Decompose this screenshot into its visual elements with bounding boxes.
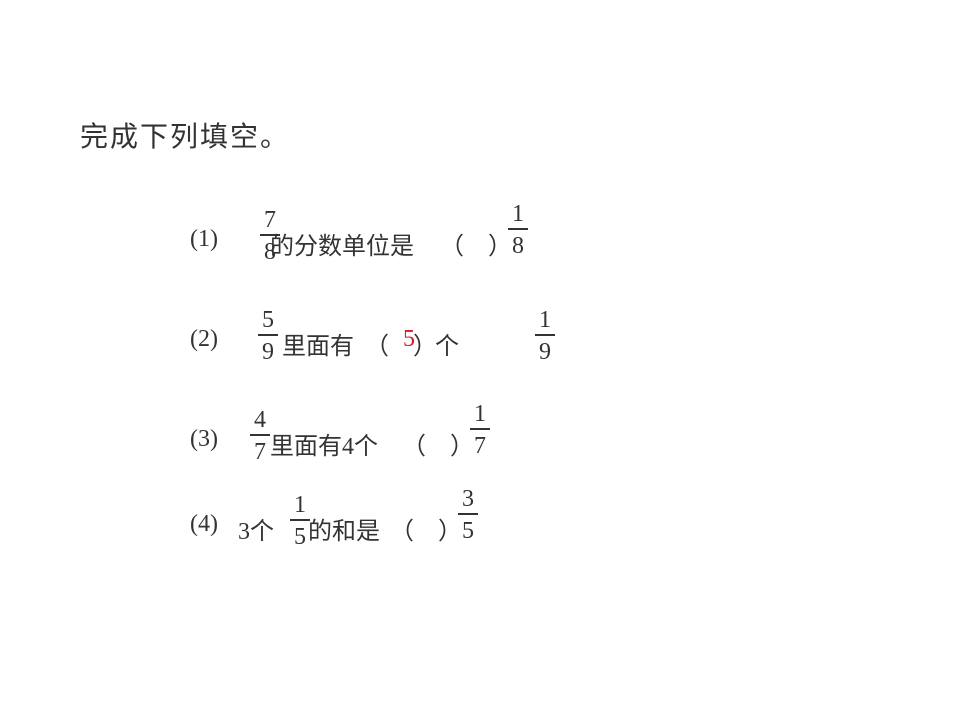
fraction-denominator: 7 [470,428,490,458]
problem-text: 的和是 [308,511,380,546]
problem-index: (1) [190,226,218,253]
blank-paren: （ ） [440,226,512,261]
fraction-numerator: 5 [258,308,278,334]
fraction-numerator: 1 [508,202,528,228]
worksheet-page: 完成下列填空。 (1) 7 8 的分数单位是 （ ） 1 8 (2) 5 9 里… [0,0,960,720]
problem-row: (4) 3个 1 5 的和是 （ ） 3 5 [190,485,750,585]
fraction-denominator: 5 [458,513,478,543]
problem-index: (2) [190,326,218,353]
problem-index: (4) [190,511,218,538]
fraction-1-5: 1 5 [290,493,310,549]
fraction-5-9: 5 9 [258,308,278,364]
answer-fraction-1-7: 1 7 [470,402,490,458]
problem-text: 的分数单位是 [270,226,414,261]
problem-list: (1) 7 8 的分数单位是 （ ） 1 8 (2) 5 9 里面有 （ ） 5… [190,200,750,585]
answer-fraction-3-5: 3 5 [458,487,478,543]
fraction-1-9: 1 9 [535,308,555,364]
problem-row: (3) 4 7 里面有4个 （ ） 1 7 [190,400,750,485]
fraction-numerator: 4 [250,408,270,434]
fraction-denominator: 8 [508,228,528,258]
fraction-numerator: 3 [458,487,478,513]
answer-text: 5 [403,326,415,353]
blank-paren: （ ） [390,511,462,546]
fraction-numerator: 1 [470,402,490,428]
problem-text: 里面有 [282,326,354,361]
problem-row: (2) 5 9 里面有 （ ） 5 个 1 9 [190,300,750,400]
fraction-numerator: 1 [290,493,310,519]
blank-paren: （ ） [365,326,437,361]
problem-lead: 3个 [238,511,274,546]
answer-fraction-1-8: 1 8 [508,202,528,258]
page-title: 完成下列填空。 [80,115,290,155]
problem-text: 里面有4个 [270,426,378,461]
fraction-numerator: 1 [535,308,555,334]
fraction-denominator: 9 [258,334,278,364]
fraction-denominator: 5 [290,519,310,549]
fraction-denominator: 7 [250,434,270,464]
fraction-4-7: 4 7 [250,408,270,464]
problem-text-after: 个 [435,326,459,361]
blank-paren: （ ） [402,426,474,461]
problem-row: (1) 7 8 的分数单位是 （ ） 1 8 [190,200,750,300]
fraction-denominator: 9 [535,334,555,364]
problem-index: (3) [190,426,218,453]
